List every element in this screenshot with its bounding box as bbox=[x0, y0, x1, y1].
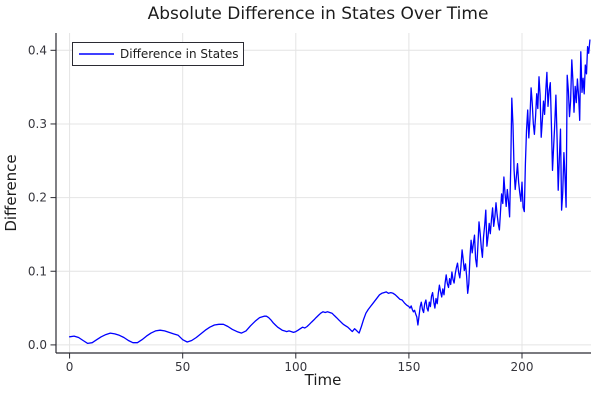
y-tick-label: 0.2 bbox=[28, 191, 47, 205]
chart-title: Absolute Difference in States Over Time bbox=[148, 4, 489, 24]
axis-ticks bbox=[50, 49, 523, 359]
x-tick-label: 0 bbox=[66, 360, 74, 374]
y-tick-label: 0.1 bbox=[28, 264, 47, 278]
x-tick-label: 200 bbox=[511, 360, 534, 374]
legend-box bbox=[72, 42, 244, 66]
x-tick-label: 150 bbox=[397, 360, 420, 374]
x-axis-label: Time bbox=[304, 371, 342, 389]
y-axis-label: Difference bbox=[2, 154, 20, 231]
difference-line bbox=[68, 39, 591, 345]
y-tick-label: 0.0 bbox=[28, 338, 47, 352]
axis-tick-labels: 0 50 100 150 200 0.0 0.1 0.2 0.3 0.4 bbox=[28, 43, 534, 374]
legend-label: Difference in States bbox=[120, 47, 238, 61]
x-tick-label: 100 bbox=[284, 360, 307, 374]
y-tick-label: 0.3 bbox=[28, 117, 47, 131]
legend: Difference in States bbox=[72, 42, 244, 66]
y-tick-label: 0.4 bbox=[28, 43, 47, 57]
x-tick-label: 50 bbox=[175, 360, 190, 374]
